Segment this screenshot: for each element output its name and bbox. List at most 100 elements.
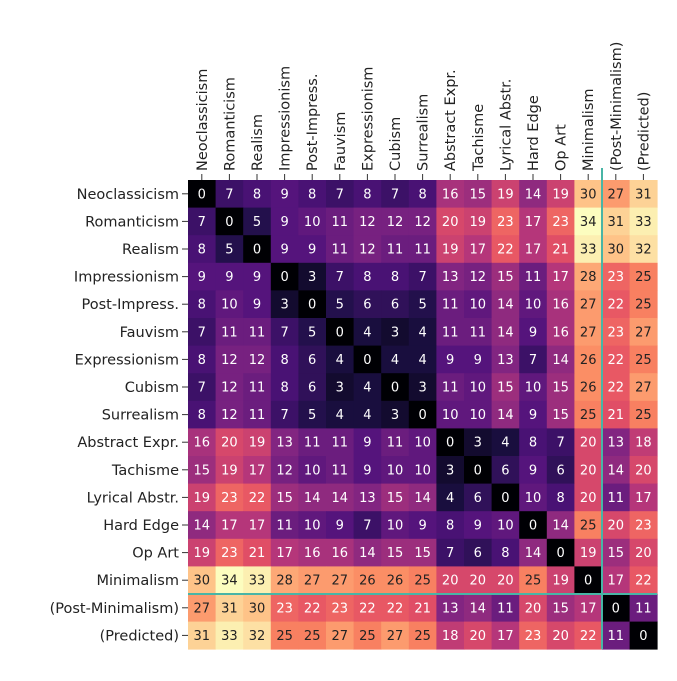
cell-value-label: 12 [387, 215, 404, 230]
cell-value-label: 25 [635, 298, 652, 313]
cell-value-label: 6 [474, 546, 482, 561]
cell-value-label: 12 [359, 215, 376, 230]
cell-value-label: 23 [552, 215, 569, 230]
heatmap-cell [546, 621, 575, 650]
cell-value-label: 8 [308, 187, 316, 202]
row-label: Hard Edge [103, 518, 179, 534]
heatmap-cell [243, 456, 272, 484]
heatmap-cell [408, 428, 437, 457]
cell-value-label: 12 [276, 463, 293, 478]
heatmap-cell [353, 262, 382, 291]
cell-value-label: 12 [414, 215, 431, 230]
heatmap-cell [491, 483, 520, 512]
cell-value-label: 7 [391, 187, 399, 202]
cell-value-label: 23 [635, 519, 652, 534]
cell-value-label: 22 [304, 601, 321, 616]
heatmap-cell [574, 621, 603, 650]
heatmap-cell [326, 318, 354, 346]
cell-value-label: 12 [221, 353, 238, 368]
heatmap-cell [298, 428, 327, 457]
cell-value-label: 21 [249, 546, 266, 561]
cell-value-label: 11 [442, 381, 459, 396]
cell-value-label: 14 [304, 491, 321, 506]
heatmap-cell [574, 207, 603, 236]
cell-value-label: 0 [280, 270, 288, 285]
cell-value-label: 15 [552, 381, 569, 396]
heatmap-cell [298, 345, 327, 374]
cell-value-label: 26 [387, 574, 404, 589]
cell-value-label: 20 [635, 463, 652, 478]
heatmap-cell [574, 400, 603, 429]
heatmap-cell [519, 207, 548, 236]
heatmap-cell [353, 428, 382, 457]
cell-value-label: 0 [446, 436, 454, 451]
heatmap-cell [270, 538, 299, 567]
heatmap-cell [215, 235, 244, 264]
cell-value-label: 4 [363, 325, 371, 340]
cell-value-label: 0 [584, 574, 592, 589]
cell-value-label: 10 [221, 298, 238, 313]
cell-value-label: 19 [552, 187, 569, 202]
cell-value-label: 23 [276, 601, 293, 616]
cell-value-label: 10 [304, 215, 321, 230]
cell-value-label: 20 [470, 629, 487, 644]
heatmap-cell [298, 566, 327, 595]
column-label: Minimalism [581, 88, 597, 171]
heatmap-cell [215, 290, 244, 319]
heatmap-cell [464, 511, 492, 540]
cell-value-label: 0 [529, 519, 537, 534]
heatmap-cell [629, 180, 658, 208]
cell-value-label: 25 [414, 629, 431, 644]
column-label: Surrealism [416, 94, 432, 171]
heatmap-cell [188, 594, 216, 622]
cell-value-label: 8 [280, 381, 288, 396]
heatmap-cell [519, 511, 548, 540]
cell-value-label: 25 [276, 629, 293, 644]
heatmap-cell [519, 621, 548, 650]
cell-value-label: 17 [525, 215, 542, 230]
heatmap-cell [298, 262, 327, 291]
cell-value-label: 0 [225, 215, 233, 230]
cell-value-label: 22 [580, 629, 597, 644]
cell-value-label: 0 [253, 243, 261, 258]
row-label: Post-Impress. [82, 297, 179, 313]
cell-value-label: 11 [276, 519, 293, 534]
heatmap-cell [243, 594, 272, 622]
column-label: Tachisme [471, 104, 487, 172]
cell-value-label: 10 [525, 298, 542, 313]
heatmap-cell [519, 345, 548, 374]
cell-value-label: 14 [332, 491, 349, 506]
heatmap-cell [215, 400, 244, 429]
cell-value-label: 9 [280, 187, 288, 202]
column-label: Cubism [388, 117, 404, 171]
cell-value-label: 11 [249, 325, 266, 340]
heatmap-cell [270, 428, 299, 457]
cell-value-label: 17 [580, 601, 597, 616]
heatmap-cell [408, 235, 437, 264]
heatmap-cell [546, 318, 575, 346]
cell-value-label: 14 [497, 408, 514, 423]
cell-value-label: 22 [635, 574, 652, 589]
cell-value-label: 22 [497, 243, 514, 258]
heatmap-cell [381, 345, 410, 374]
heatmap-cell [270, 235, 299, 264]
heatmap-cell [519, 483, 548, 512]
heatmap-cell [574, 345, 603, 374]
column-label: (Predicted) [636, 92, 652, 171]
heatmap-cell [215, 373, 244, 402]
cell-value-label: 32 [249, 629, 266, 644]
cell-value-label: 7 [225, 187, 233, 202]
heatmap-cell [270, 483, 299, 512]
heatmap-cell [408, 511, 437, 540]
heatmap-cell [298, 207, 327, 236]
cell-value-label: 20 [635, 546, 652, 561]
heatmap-cell [408, 373, 437, 402]
heatmap-cell [243, 538, 272, 567]
cell-value-label: 11 [332, 463, 349, 478]
cell-value-label: 3 [474, 436, 482, 451]
heatmap-cell [353, 207, 382, 236]
heatmap-cell [243, 262, 272, 291]
cell-value-label: 30 [580, 187, 597, 202]
cell-value-label: 0 [474, 463, 482, 478]
cell-value-label: 30 [608, 243, 625, 258]
